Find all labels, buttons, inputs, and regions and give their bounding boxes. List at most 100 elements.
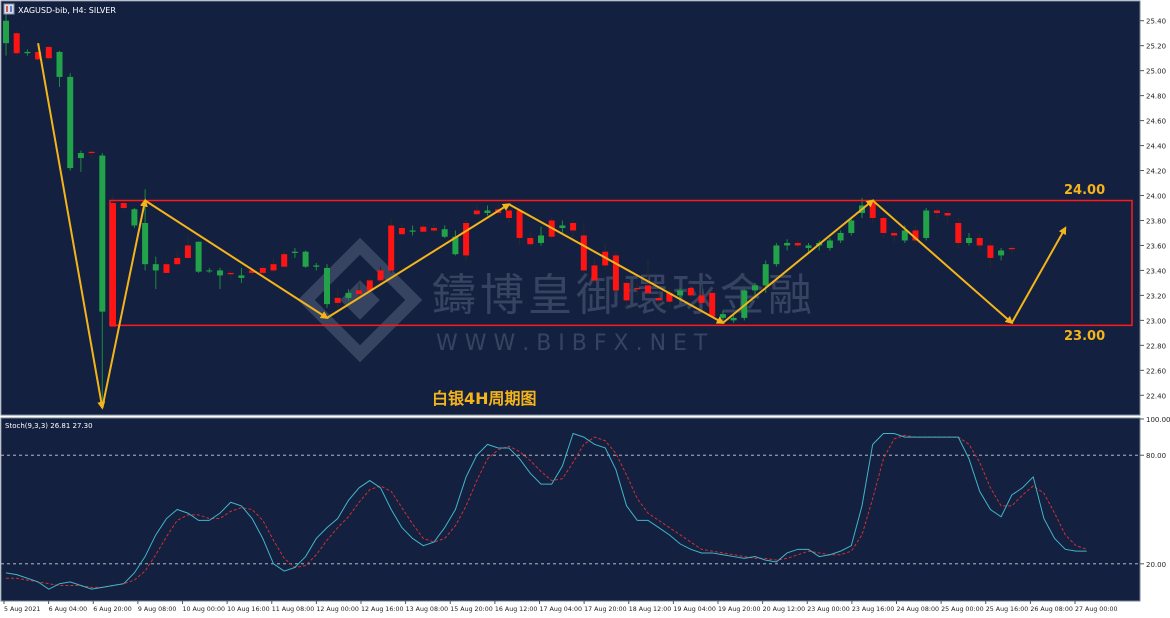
bear-candle xyxy=(377,270,384,281)
time-axis-tick-label: 17 Aug 04:00 xyxy=(540,606,582,613)
bear-candle xyxy=(88,151,95,154)
bear-candle xyxy=(891,232,898,236)
bull-candle xyxy=(77,153,84,159)
bull-candle xyxy=(3,20,9,44)
bear-candle xyxy=(366,280,373,291)
price-axis-tick-label: 23.20 xyxy=(1146,292,1166,300)
bear-candle xyxy=(976,237,983,246)
bull-candle xyxy=(784,242,791,246)
bull-candle xyxy=(345,292,352,298)
bear-candle xyxy=(709,292,716,317)
bear-candle xyxy=(1008,247,1015,250)
bull-candle xyxy=(837,232,844,241)
price-axis-tick-label: 23.80 xyxy=(1146,217,1166,225)
bear-candle xyxy=(259,267,266,273)
bear-candle xyxy=(570,222,577,231)
price-axis-tick-label: 22.40 xyxy=(1146,392,1166,400)
stoch-layer: 20.00 80.00 100.00 xyxy=(1,416,1170,590)
bear-candle xyxy=(473,210,480,215)
bull-candle xyxy=(901,230,908,241)
bear-candle xyxy=(45,46,52,59)
bear-candle xyxy=(987,245,994,258)
bull-candle xyxy=(484,210,491,213)
bull-candle xyxy=(238,275,245,278)
time-axis-tick-label: 24 Aug 08:00 xyxy=(897,606,939,613)
time-axis-tick-label: 20 Aug 12:00 xyxy=(763,606,805,613)
time-axis-tick-label: 25 Aug 16:00 xyxy=(986,606,1028,613)
bull-candle xyxy=(291,251,298,253)
bear-candle xyxy=(869,203,876,218)
time-axis-tick-label: 13 Aug 08:00 xyxy=(406,606,448,613)
bull-candle xyxy=(206,270,213,272)
stoch-axis-tick-label: 100.00 xyxy=(1146,416,1170,424)
lower-level-label: 23.00 xyxy=(1064,329,1105,344)
time-axis-tick-label: 19 Aug 04:00 xyxy=(673,606,715,613)
bull-candle xyxy=(24,51,31,54)
bull-candle xyxy=(762,264,769,286)
bear-candle xyxy=(880,217,887,233)
bear-candle xyxy=(227,272,234,275)
time-axis-tick-label: 12 Aug 16:00 xyxy=(361,606,403,613)
chart-header: XAGUSD-bib, H4: SILVER xyxy=(3,3,116,15)
price-axis-tick-label: 25.00 xyxy=(1146,68,1166,76)
chart-window-icon xyxy=(3,3,15,15)
price-axis-tick-label: 24.60 xyxy=(1146,118,1166,126)
bull-candle xyxy=(538,235,544,243)
bear-candle xyxy=(666,292,673,302)
bull-candle xyxy=(773,245,780,265)
range-box-layer xyxy=(109,199,1133,327)
bear-candle xyxy=(356,290,363,295)
time-axis-tick-label: 23 Aug 16:00 xyxy=(852,606,894,613)
bear-candle xyxy=(698,295,705,303)
bear-candle xyxy=(687,287,694,296)
bull-candle xyxy=(195,241,202,272)
price-axis-tick-label: 24.40 xyxy=(1146,143,1166,151)
chart-symbol-title: XAGUSD-bib, H4: SILVER xyxy=(18,6,116,15)
zigzag-arrow xyxy=(1010,226,1067,324)
bear-candle xyxy=(794,242,801,246)
bear-candle xyxy=(505,210,512,218)
bear-candle xyxy=(270,264,277,271)
time-axis-tick-label: 23 Aug 00:00 xyxy=(807,606,849,613)
bear-candle xyxy=(463,222,470,256)
bull-candle xyxy=(730,317,737,321)
price-axis-tick-label: 23.00 xyxy=(1146,317,1166,325)
price-axis-tick-label: 25.20 xyxy=(1146,43,1166,51)
zigzag-arrow xyxy=(722,199,875,324)
bear-candle xyxy=(612,255,619,291)
time-axis-tick-label: 17 Aug 20:00 xyxy=(584,606,626,613)
watermark-main-text: 鑄博皇御環球金融 xyxy=(432,270,816,321)
bear-candle xyxy=(623,282,630,301)
stoch-axis-tick-label: 80.00 xyxy=(1146,452,1166,460)
stoch-main-line xyxy=(5,432,1087,590)
time-axis-tick-label: 5 Aug 2021 xyxy=(4,606,40,613)
bull-candle xyxy=(998,250,1005,256)
bull-candle xyxy=(677,290,684,296)
candles xyxy=(3,13,1015,408)
price-axis-tick-label: 23.60 xyxy=(1146,242,1166,250)
bear-candle xyxy=(281,254,288,267)
bull-candle xyxy=(559,225,566,228)
zigzag-arrow xyxy=(101,198,148,408)
bear-candle xyxy=(163,264,170,273)
bull-candle xyxy=(302,251,309,267)
bear-candle xyxy=(388,225,395,271)
price-axis-tick-label: 22.80 xyxy=(1146,342,1166,350)
bull-candle xyxy=(131,209,138,226)
bull-candle xyxy=(313,265,320,267)
bull-candle xyxy=(217,270,223,276)
bear-candle xyxy=(944,212,951,216)
price-axis-tick-label: 25.40 xyxy=(1146,18,1166,26)
zigzag-arrow xyxy=(37,43,106,410)
bear-candle xyxy=(13,33,20,54)
bull-candle xyxy=(56,51,63,77)
zigzag-arrow xyxy=(326,203,511,319)
bear-candle xyxy=(516,210,523,238)
bull-candle xyxy=(752,285,758,291)
bear-candle xyxy=(634,287,641,290)
range-box xyxy=(109,199,1133,327)
bear-candle xyxy=(174,257,181,265)
bear-candle xyxy=(655,297,662,301)
